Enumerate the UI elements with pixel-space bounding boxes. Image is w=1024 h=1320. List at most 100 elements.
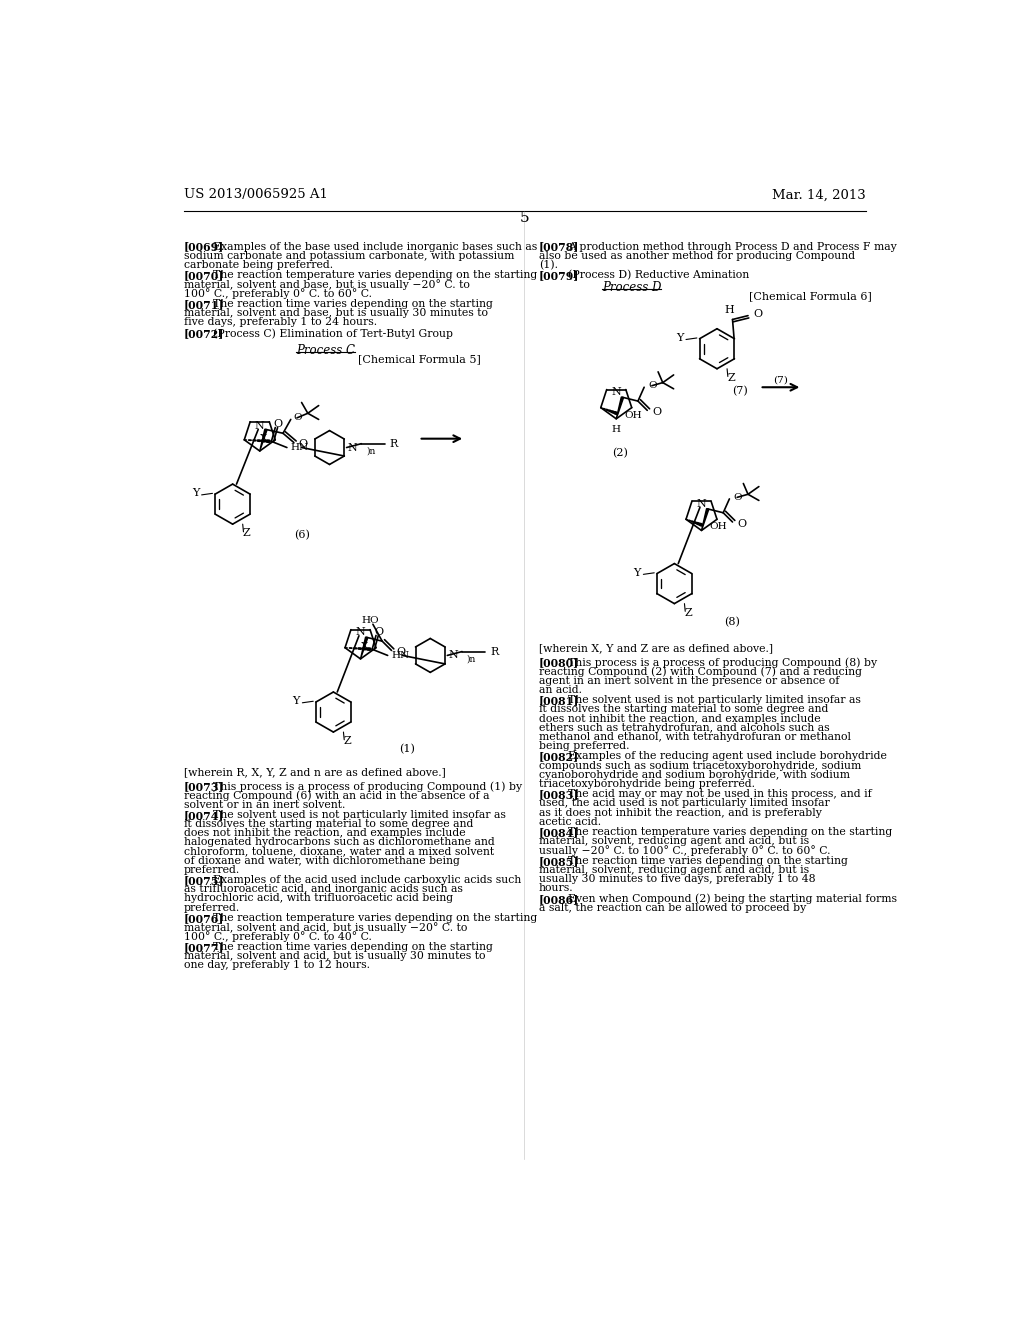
Text: (7): (7) — [773, 375, 788, 384]
Text: a salt, the reaction can be allowed to proceed by: a salt, the reaction can be allowed to p… — [539, 903, 806, 913]
Text: R: R — [489, 647, 499, 656]
Text: O: O — [294, 413, 302, 422]
Text: O: O — [737, 519, 746, 528]
Text: This process is a process of producing Compound (1) by: This process is a process of producing C… — [213, 781, 522, 792]
Text: triacetoxyborohydride being preferred.: triacetoxyborohydride being preferred. — [539, 779, 755, 789]
Text: material, solvent, reducing agent and acid, but is: material, solvent, reducing agent and ac… — [539, 837, 809, 846]
Text: acetic acid.: acetic acid. — [539, 817, 601, 826]
Text: The reaction temperature varies depending on the starting: The reaction temperature varies dependin… — [213, 271, 538, 280]
Text: hours.: hours. — [539, 883, 573, 894]
Text: Examples of the acid used include carboxylic acids such: Examples of the acid used include carbox… — [213, 875, 521, 886]
Text: Z: Z — [684, 607, 692, 618]
Text: N: N — [355, 627, 366, 638]
Text: [0085]: [0085] — [539, 855, 580, 867]
Text: The reaction temperature varies depending on the starting: The reaction temperature varies dependin… — [213, 913, 538, 923]
Text: R: R — [389, 438, 397, 449]
Text: OH: OH — [710, 523, 727, 532]
Text: (Process D) Reductive Amination: (Process D) Reductive Amination — [568, 271, 750, 281]
Text: five days, preferably 1 to 24 hours.: five days, preferably 1 to 24 hours. — [183, 317, 377, 327]
Text: [0081]: [0081] — [539, 696, 580, 706]
Text: The reaction time varies depending on the starting: The reaction time varies depending on th… — [213, 300, 494, 309]
Text: O: O — [733, 492, 742, 502]
Text: [0076]: [0076] — [183, 913, 224, 924]
Text: Z: Z — [243, 528, 251, 539]
Text: being preferred.: being preferred. — [539, 741, 630, 751]
Text: Z: Z — [343, 737, 351, 746]
Text: N: N — [696, 499, 707, 508]
Text: X: X — [360, 642, 369, 651]
Text: 5: 5 — [520, 211, 529, 224]
Text: Even when Compound (2) being the starting material forms: Even when Compound (2) being the startin… — [568, 894, 897, 904]
Text: compounds such as sodium triacetoxyborohydride, sodium: compounds such as sodium triacetoxyboroh… — [539, 760, 861, 771]
Text: HN: HN — [391, 651, 410, 660]
Text: O: O — [273, 418, 283, 429]
Polygon shape — [260, 429, 267, 451]
Text: reacting Compound (2) with Compound (7) and a reducing: reacting Compound (2) with Compound (7) … — [539, 667, 862, 677]
Text: The reaction temperature varies depending on the starting: The reaction temperature varies dependin… — [568, 828, 893, 837]
Text: chloroform, toluene, dioxane, water and a mixed solvent: chloroform, toluene, dioxane, water and … — [183, 846, 494, 857]
Text: methanol and ethanol, with tetrahydrofuran or methanol: methanol and ethanol, with tetrahydrofur… — [539, 731, 851, 742]
Text: [0071]: [0071] — [183, 300, 224, 310]
Text: as trifluoroacetic acid, and inorganic acids such as: as trifluoroacetic acid, and inorganic a… — [183, 884, 463, 895]
Text: ethers such as tetrahydrofuran, and alcohols such as: ethers such as tetrahydrofuran, and alco… — [539, 722, 829, 733]
Text: Y: Y — [676, 333, 683, 343]
Text: [0069]: [0069] — [183, 242, 224, 252]
Text: N: N — [611, 387, 622, 397]
Text: sodium carbonate and potassium carbonate, with potassium: sodium carbonate and potassium carbonate… — [183, 251, 514, 260]
Polygon shape — [701, 508, 709, 531]
Text: carbonate being preferred.: carbonate being preferred. — [183, 260, 333, 269]
Text: N: N — [347, 442, 357, 453]
Text: O: O — [396, 647, 406, 657]
Text: hydrochloric acid, with trifluoroacetic acid being: hydrochloric acid, with trifluoroacetic … — [183, 894, 453, 903]
Text: N: N — [449, 651, 458, 660]
Text: [0086]: [0086] — [539, 894, 579, 906]
Text: preferred.: preferred. — [183, 865, 240, 875]
Text: as it does not inhibit the reaction, and is preferably: as it does not inhibit the reaction, and… — [539, 808, 821, 817]
Text: H: H — [611, 425, 621, 434]
Text: agent in an inert solvent in the presence or absence of: agent in an inert solvent in the presenc… — [539, 676, 839, 685]
Text: (1): (1) — [399, 744, 415, 754]
Text: of dioxane and water, with dichloromethane being: of dioxane and water, with dichlorometha… — [183, 855, 460, 866]
Text: material, solvent and base, but is usually 30 minutes to: material, solvent and base, but is usual… — [183, 309, 487, 318]
Text: This process is a process of producing Compound (8) by: This process is a process of producing C… — [568, 657, 878, 668]
Text: does not inhibit the reaction, and examples include: does not inhibit the reaction, and examp… — [539, 714, 820, 723]
Text: The solvent used is not particularly limited insofar as: The solvent used is not particularly lim… — [568, 696, 861, 705]
Text: used, the acid used is not particularly limited insofar: used, the acid used is not particularly … — [539, 799, 829, 808]
Polygon shape — [616, 397, 624, 418]
Text: (1).: (1). — [539, 260, 558, 271]
Text: [0083]: [0083] — [539, 789, 580, 800]
Text: (Process C) Elimination of Tert-Butyl Group: (Process C) Elimination of Tert-Butyl Gr… — [213, 327, 454, 338]
Text: [wherein R, X, Y, Z and n are as defined above.]: [wherein R, X, Y, Z and n are as defined… — [183, 767, 445, 777]
Text: [0078]: [0078] — [539, 242, 580, 252]
Text: [wherein X, Y and Z are as defined above.]: [wherein X, Y and Z are as defined above… — [539, 644, 773, 653]
Text: Z: Z — [727, 374, 735, 383]
Text: material, solvent, reducing agent and acid, but is: material, solvent, reducing agent and ac… — [539, 865, 809, 875]
Text: halogenated hydrocarbons such as dichloromethane and: halogenated hydrocarbons such as dichlor… — [183, 837, 495, 847]
Text: [0079]: [0079] — [539, 271, 580, 281]
Text: (2): (2) — [612, 447, 628, 458]
Text: [0070]: [0070] — [183, 271, 224, 281]
Text: [0072]: [0072] — [183, 327, 224, 339]
Text: [0084]: [0084] — [539, 828, 579, 838]
Text: it dissolves the starting material to some degree and: it dissolves the starting material to so… — [183, 820, 473, 829]
Text: O: O — [652, 407, 662, 417]
Text: OH: OH — [624, 411, 642, 420]
Text: X: X — [260, 434, 267, 442]
Text: A production method through Process D and Process F may: A production method through Process D an… — [568, 242, 897, 252]
Text: The acid may or may not be used in this process, and if: The acid may or may not be used in this … — [568, 789, 872, 800]
Text: 100° C., preferably 0° C. to 60° C.: 100° C., preferably 0° C. to 60° C. — [183, 289, 372, 300]
Text: O: O — [648, 381, 656, 391]
Text: [0073]: [0073] — [183, 781, 224, 792]
Text: preferred.: preferred. — [183, 903, 240, 912]
Text: N: N — [255, 421, 264, 432]
Text: it dissolves the starting material to some degree and: it dissolves the starting material to so… — [539, 705, 828, 714]
Text: H: H — [725, 305, 734, 315]
Text: [Chemical Formula 6]: [Chemical Formula 6] — [750, 292, 872, 301]
Text: US 2013/0065925 A1: US 2013/0065925 A1 — [183, 189, 328, 202]
Text: Process C: Process C — [296, 343, 355, 356]
Text: HN: HN — [291, 444, 309, 451]
Text: [0082]: [0082] — [539, 751, 579, 763]
Text: HO: HO — [361, 616, 379, 624]
Text: Y: Y — [634, 568, 641, 578]
Text: [0080]: [0080] — [539, 657, 579, 668]
